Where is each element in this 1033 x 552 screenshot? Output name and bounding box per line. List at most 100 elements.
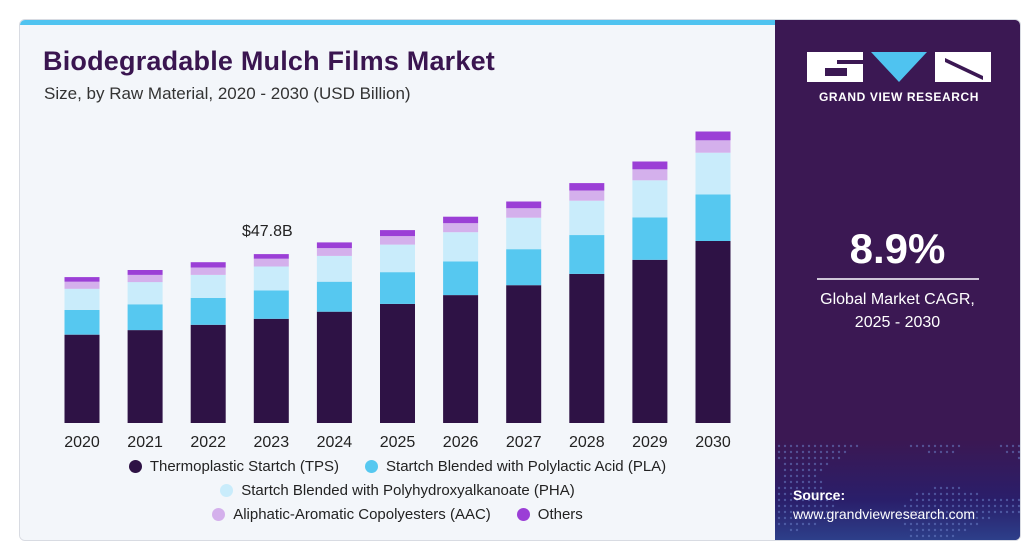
x-tick-label-2029: 2029: [632, 434, 668, 451]
bar-2029-tps: [632, 259, 668, 423]
bar-2022-pla: [190, 297, 226, 325]
bar-2023-others: [253, 254, 289, 259]
legend-dot-aac: [212, 507, 226, 521]
source-label: Source:: [793, 487, 846, 503]
x-tick-label-2021: 2021: [127, 434, 163, 451]
legend-dot-pla: [365, 459, 379, 473]
bar-2026-pla: [443, 261, 479, 296]
bar-2023-pla: [253, 290, 289, 319]
bar-2026-tps: [443, 295, 479, 423]
bar-2020-pha: [64, 288, 100, 310]
bar-2029-pla: [632, 217, 668, 260]
bar-2021-pla: [127, 304, 163, 331]
bar-2025-others: [380, 230, 415, 237]
bar-2025-pla: [380, 272, 415, 304]
bar-2020-others: [64, 277, 100, 282]
legend-row-2: Startch Blended with Polyhydroxyalkanoat…: [20, 478, 775, 502]
accent-bar: [20, 20, 775, 25]
legend-dot-pha: [220, 483, 234, 497]
cagr-label: Global Market CAGR, 2025 - 2030: [775, 288, 1020, 334]
bar-2023-tps: [253, 318, 289, 423]
bar-2023-pha: [253, 266, 289, 291]
bar-2028-others: [569, 183, 605, 191]
bar-2024-aac: [316, 248, 352, 256]
chart-legend: Thermoplastic Startch (TPS) Startch Blen…: [20, 454, 775, 526]
bar-2020-aac: [64, 281, 100, 289]
x-tick-label-2020: 2020: [64, 434, 100, 451]
legend-label-pla: Startch Blended with Polylactic Acid (PL…: [386, 457, 667, 475]
bar-2028-pha: [569, 200, 605, 236]
cagr-divider: [817, 278, 979, 280]
bar-2024-pla: [316, 281, 352, 312]
bar-2030-others: [695, 131, 731, 141]
bar-2025-tps: [380, 303, 415, 423]
legend-item-aac: Aliphatic-Aromatic Copolyesters (AAC): [212, 506, 491, 523]
bar-2028-aac: [569, 190, 605, 201]
bar-2025-pha: [380, 244, 415, 273]
x-tick-label-2023: 2023: [254, 434, 290, 451]
chart-title: Biodegradable Mulch Films Market: [43, 46, 495, 76]
legend-item-pha: Startch Blended with Polyhydroxyalkanoat…: [220, 482, 575, 499]
legend-label-pha: Startch Blended with Polyhydroxyalkanoat…: [241, 481, 575, 499]
legend-dot-others: [516, 507, 530, 521]
bar-2027-tps: [506, 285, 542, 423]
x-tick-label-2025: 2025: [380, 434, 416, 451]
bar-2029-aac: [632, 169, 668, 181]
gvr-logo-icon: [807, 52, 991, 82]
bar-2027-aac: [506, 208, 542, 218]
bar-2027-others: [506, 201, 542, 209]
legend-dot-tps: [128, 459, 142, 473]
x-tick-label-2022: 2022: [190, 434, 226, 451]
bar-2020-tps: [64, 334, 100, 423]
bar-2021-pha: [127, 282, 163, 305]
world-dots-pattern: [777, 444, 1020, 538]
brand-name: GRAND VIEW RESEARCH: [818, 90, 980, 104]
side-panel: GRAND VIEW RESEARCH 8.9% Global Market C…: [775, 20, 1020, 540]
bar-chart: 2020 2021 2022 2023 $47.8B 2024 2025 2026 2027 20…: [64, 131, 731, 451]
bar-2029-others: [632, 161, 668, 170]
bar-2024-pha: [316, 255, 352, 282]
cagr-label-line2: 2025 - 2030: [854, 314, 941, 331]
legend-row-1: Thermoplastic Startch (TPS) Startch Blen…: [20, 454, 775, 478]
bar-2026-others: [443, 216, 479, 224]
bar-2030-pha: [695, 152, 731, 195]
bar-2030-tps: [695, 241, 731, 423]
bar-2027-pha: [506, 217, 542, 250]
bar-2022-aac: [190, 267, 226, 275]
x-tick-label-2026: 2026: [443, 434, 479, 451]
legend-item-others: Others: [516, 505, 583, 523]
bar-2025-aac: [380, 236, 415, 245]
bar-2021-tps: [127, 330, 163, 423]
bar-2030-pla: [695, 194, 731, 241]
brand-logo: GRAND VIEW RESEARCH: [807, 50, 991, 104]
bar-2020-pla: [64, 309, 100, 335]
x-tick-label-2027: 2027: [506, 434, 542, 451]
bar-2021-aac: [127, 275, 163, 283]
cagr-label-line1: Global Market CAGR,: [820, 291, 975, 308]
cagr-value: 8.9%: [849, 225, 946, 272]
x-tick-label-2024: 2024: [317, 434, 353, 451]
bar-2022-others: [190, 262, 226, 268]
infographic-card: Biodegradable Mulch Films Market Size, b…: [19, 19, 1021, 541]
bar-2028-tps: [569, 273, 605, 423]
legend-label-others: Others: [537, 505, 583, 523]
legend-label-tps: Thermoplastic Startch (TPS): [149, 457, 340, 475]
bar-2026-aac: [443, 223, 479, 233]
data-label-2023: $47.8B: [242, 223, 293, 240]
chart-panel: Biodegradable Mulch Films Market Size, b…: [20, 20, 775, 540]
bar-2024-others: [316, 242, 352, 249]
bar-2028-pla: [569, 235, 605, 274]
bar-2021-others: [127, 270, 163, 275]
bar-2027-pla: [506, 249, 542, 286]
legend-label-aac: Aliphatic-Aromatic Copolyesters (AAC): [233, 505, 491, 523]
bar-2023-aac: [253, 258, 289, 267]
bar-2029-pha: [632, 180, 668, 218]
bar-2022-pha: [190, 275, 226, 298]
x-tick-label-2030: 2030: [695, 434, 731, 451]
legend-item-tps: Thermoplastic Startch (TPS): [128, 457, 340, 475]
source-url: www.grandviewresearch.com: [793, 506, 976, 522]
x-tick-label-2028: 2028: [569, 434, 605, 451]
chart-subtitle: Size, by Raw Material, 2020 - 2030 (USD …: [44, 84, 411, 103]
bar-2022-tps: [190, 324, 226, 423]
bar-2026-pha: [443, 232, 479, 262]
